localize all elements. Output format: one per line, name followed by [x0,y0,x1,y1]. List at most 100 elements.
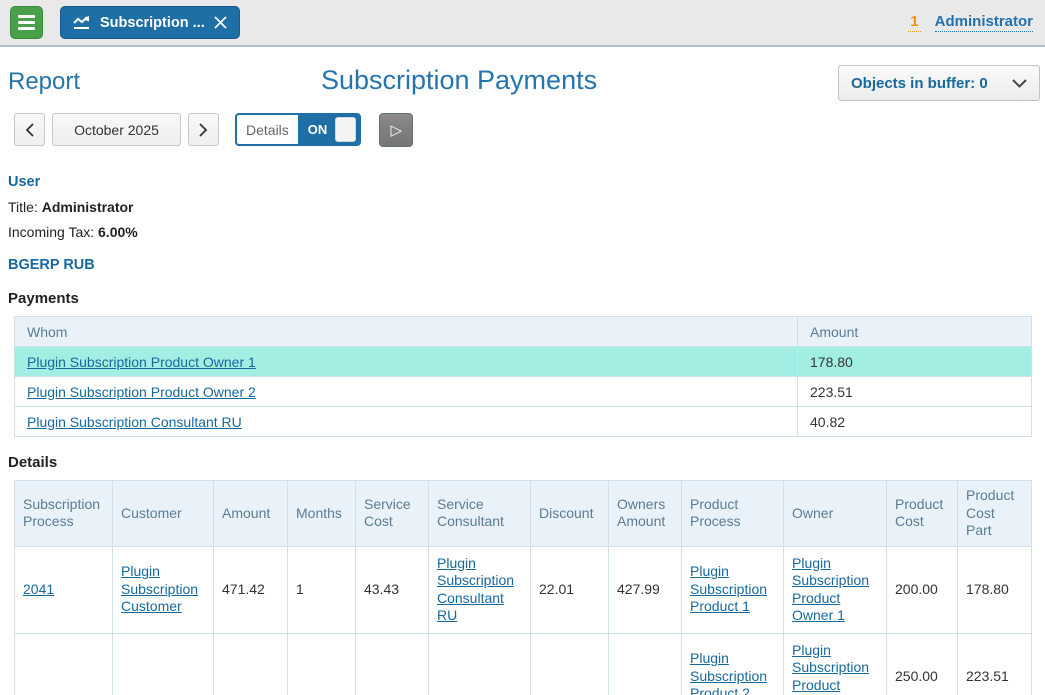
table-cell: 223.51 [797,376,1032,407]
process-link[interactable]: 2041 [23,580,55,597]
play-icon: ▷ [390,121,403,139]
chevron-left-icon [25,122,34,137]
owner-link[interactable]: Plugin Subscription Product Owner 1 [792,554,870,624]
user-title-row: Title: Administrator [0,199,1045,215]
table-cell: Plugin Subscription Product Owner 2 [783,632,887,695]
table-cell: 178.80 [797,346,1032,377]
payments-heading: Payments [8,290,79,307]
buffer-count-link[interactable]: 1 [908,13,921,32]
incoming-tax-row: Incoming Tax: 6.00% [0,224,1045,240]
details-toggle-knob [335,117,357,142]
toolbar: October 2025 Details ON ▷ [14,112,1045,147]
account-heading: BGERP RUB [8,257,95,273]
column-header-subscription-process: Subscription Process [14,480,113,547]
details-toggle-label: Details [246,121,289,138]
table-cell [530,632,609,695]
table-cell [213,632,288,695]
product-process-link[interactable]: Plugin Subscription Product 1 [690,563,768,615]
run-report-button[interactable]: ▷ [379,112,414,147]
table-cell: 2041 [14,545,113,634]
close-icon[interactable] [214,16,227,29]
payments-row-selected[interactable]: Plugin Subscription Product Owner 1 178.… [14,346,1032,377]
payments-row[interactable]: Plugin Subscription Consultant RU 40.82 [14,406,1032,437]
period-button[interactable]: October 2025 [52,113,181,146]
chevron-down-icon [1012,78,1027,88]
details-heading: Details [8,454,58,471]
column-header-whom: Whom [14,316,798,347]
details-header-row: Subscription Process Customer Amount Mon… [14,480,1032,547]
chevron-right-icon [199,122,208,137]
details-toggle[interactable]: Details ON [235,113,362,146]
next-period-button[interactable] [188,113,219,146]
table-cell [608,632,682,695]
objects-in-buffer-label: Objects in buffer: 0 [851,74,988,92]
user-section-heading: User [8,174,41,190]
column-header-customer: Customer [112,480,214,547]
table-cell: 178.80 [957,545,1032,634]
table-cell: Plugin Subscription Customer [112,545,214,634]
payee-link[interactable]: Plugin Subscription Consultant RU [27,413,242,430]
payments-row[interactable]: Plugin Subscription Product Owner 2 223.… [14,376,1032,407]
table-cell [428,632,531,695]
payee-link[interactable]: Plugin Subscription Product Owner 1 [27,353,256,370]
table-cell: 40.82 [797,406,1032,437]
tab-subscription-report[interactable]: Subscription ... [60,6,240,39]
hamburger-menu-button[interactable] [10,6,43,39]
table-cell: Plugin Subscription Product Owner 2 [14,376,798,407]
table-cell: Plugin Subscription Product Owner 1 [14,346,798,377]
column-header-owners-amount: Owners Amount [608,480,682,547]
column-header-product-process: Product Process [681,480,784,547]
table-cell: 471.42 [213,545,288,634]
chart-icon [73,15,91,30]
details-table: Subscription Process Customer Amount Mon… [14,480,1032,695]
title-label: Title: [8,199,38,215]
table-cell: Plugin Subscription Product 1 [681,545,784,634]
owner-link[interactable]: Plugin Subscription Product Owner 2 [792,641,870,695]
table-cell [14,632,113,695]
column-header-product-cost-part: Product Cost Part [957,480,1032,547]
title-value: Administrator [41,199,134,215]
table-cell [112,632,214,695]
previous-period-button[interactable] [14,113,45,146]
column-header-owner: Owner [783,480,887,547]
column-header-amount: Amount [213,480,288,547]
table-cell: Plugin Subscription Consultant RU [428,545,531,634]
column-header-months: Months [287,480,356,547]
table-cell [287,632,356,695]
tab-label: Subscription ... [100,14,205,31]
page-title: Subscription Payments [320,65,598,95]
service-consultant-link[interactable]: Plugin Subscription Consultant RU [437,554,515,624]
details-row: Plugin Subscription Product 2 Plugin Sub… [14,632,1032,695]
current-user-link[interactable]: Administrator [934,13,1033,32]
table-cell: Plugin Subscription Product 2 [681,632,784,695]
table-cell: 223.51 [957,632,1032,695]
column-header-service-consultant: Service Consultant [428,480,531,547]
table-cell: 250.00 [886,632,958,695]
topbar: Subscription ... 1 Administrator [0,0,1045,47]
table-cell: Plugin Subscription Product Owner 1 [783,545,887,634]
table-cell [355,632,429,695]
tax-label: Incoming Tax: [8,224,95,240]
details-toggle-track: ON [297,115,360,144]
payments-header-row: Whom Amount [14,316,1032,347]
column-header-product-cost: Product Cost [886,480,958,547]
details-toggle-state: ON [307,122,328,137]
objects-in-buffer-dropdown[interactable]: Objects in buffer: 0 [838,65,1040,101]
page-header: Report Subscription Payments Objects in … [0,47,1045,101]
details-row: 2041 Plugin Subscription Customer 471.42… [14,545,1032,634]
hamburger-icon [18,15,35,18]
tax-value: 6.00% [98,224,138,240]
table-cell: 1 [287,545,356,634]
customer-link[interactable]: Plugin Subscription Customer [121,563,199,615]
table-cell: 22.01 [530,545,609,634]
table-cell: Plugin Subscription Consultant RU [14,406,798,437]
table-cell: 43.43 [355,545,429,634]
payee-link[interactable]: Plugin Subscription Product Owner 2 [27,383,256,400]
product-process-link[interactable]: Plugin Subscription Product 2 [690,650,768,695]
column-header-amount: Amount [797,316,1032,347]
column-header-service-cost: Service Cost [355,480,429,547]
table-cell: 427.99 [608,545,682,634]
report-breadcrumb: Report [8,68,81,95]
column-header-discount: Discount [530,480,609,547]
table-cell: 200.00 [886,545,958,634]
